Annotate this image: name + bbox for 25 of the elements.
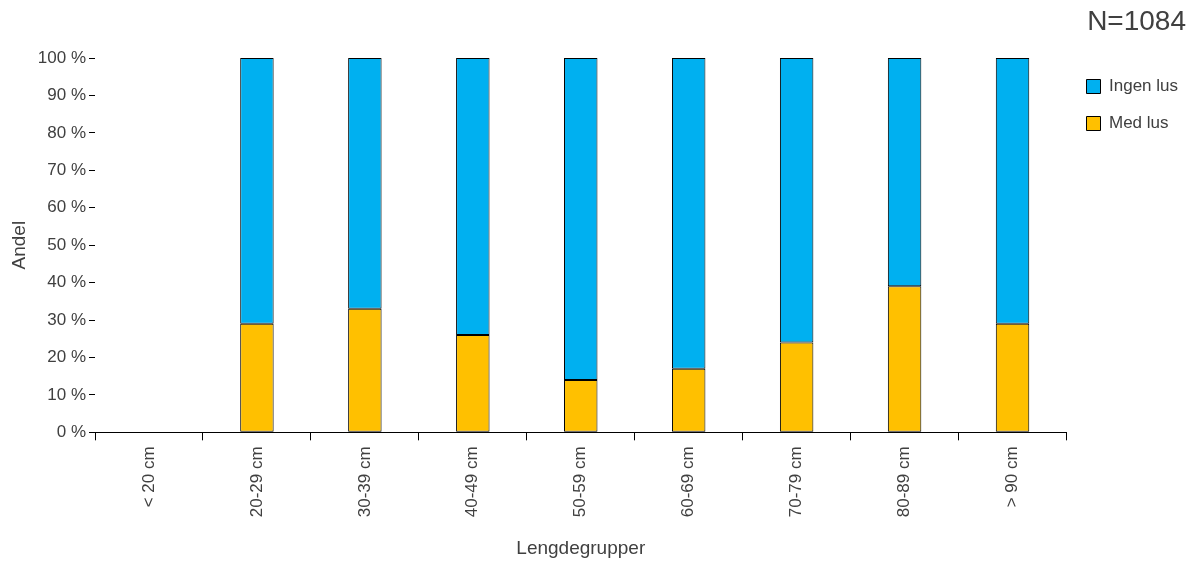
y-tick-label: 60 %: [47, 197, 86, 217]
legend-label: Med lus: [1109, 113, 1169, 133]
y-tick-label: 50 %: [47, 234, 86, 254]
y-tick-label: 100 %: [37, 47, 86, 67]
y-tick-label: 80 %: [47, 122, 86, 142]
x-tick-label: 80-89 cm: [894, 446, 914, 518]
x-tick-label: 20-29 cm: [246, 446, 266, 518]
x-tick-label: 50-59 cm: [570, 446, 590, 518]
x-axis-title: Lengdegrupper: [516, 536, 646, 558]
text: N=1084: [1087, 4, 1186, 36]
y-tick-label: 10 %: [47, 384, 86, 404]
y-tick-label: 70 %: [47, 159, 86, 179]
x-tick-label: < 20 cm: [138, 446, 158, 508]
x-tick-label: 40-49 cm: [462, 446, 482, 518]
y-tick-label: 40 %: [47, 272, 86, 292]
y-tick-label: 90 %: [47, 85, 86, 105]
y-tick-label: 0 %: [56, 422, 86, 442]
legend-label: Ingen lus: [1109, 76, 1178, 96]
y-tick-label: 20 %: [47, 347, 86, 367]
x-tick-label: 30-39 cm: [354, 446, 374, 518]
y-axis-title: Andel: [7, 220, 29, 270]
x-tick-label: > 90 cm: [1002, 446, 1022, 508]
y-tick-label: 30 %: [47, 309, 86, 329]
x-tick-label: 60-69 cm: [678, 446, 698, 518]
x-tick-label: 70-79 cm: [786, 446, 806, 518]
